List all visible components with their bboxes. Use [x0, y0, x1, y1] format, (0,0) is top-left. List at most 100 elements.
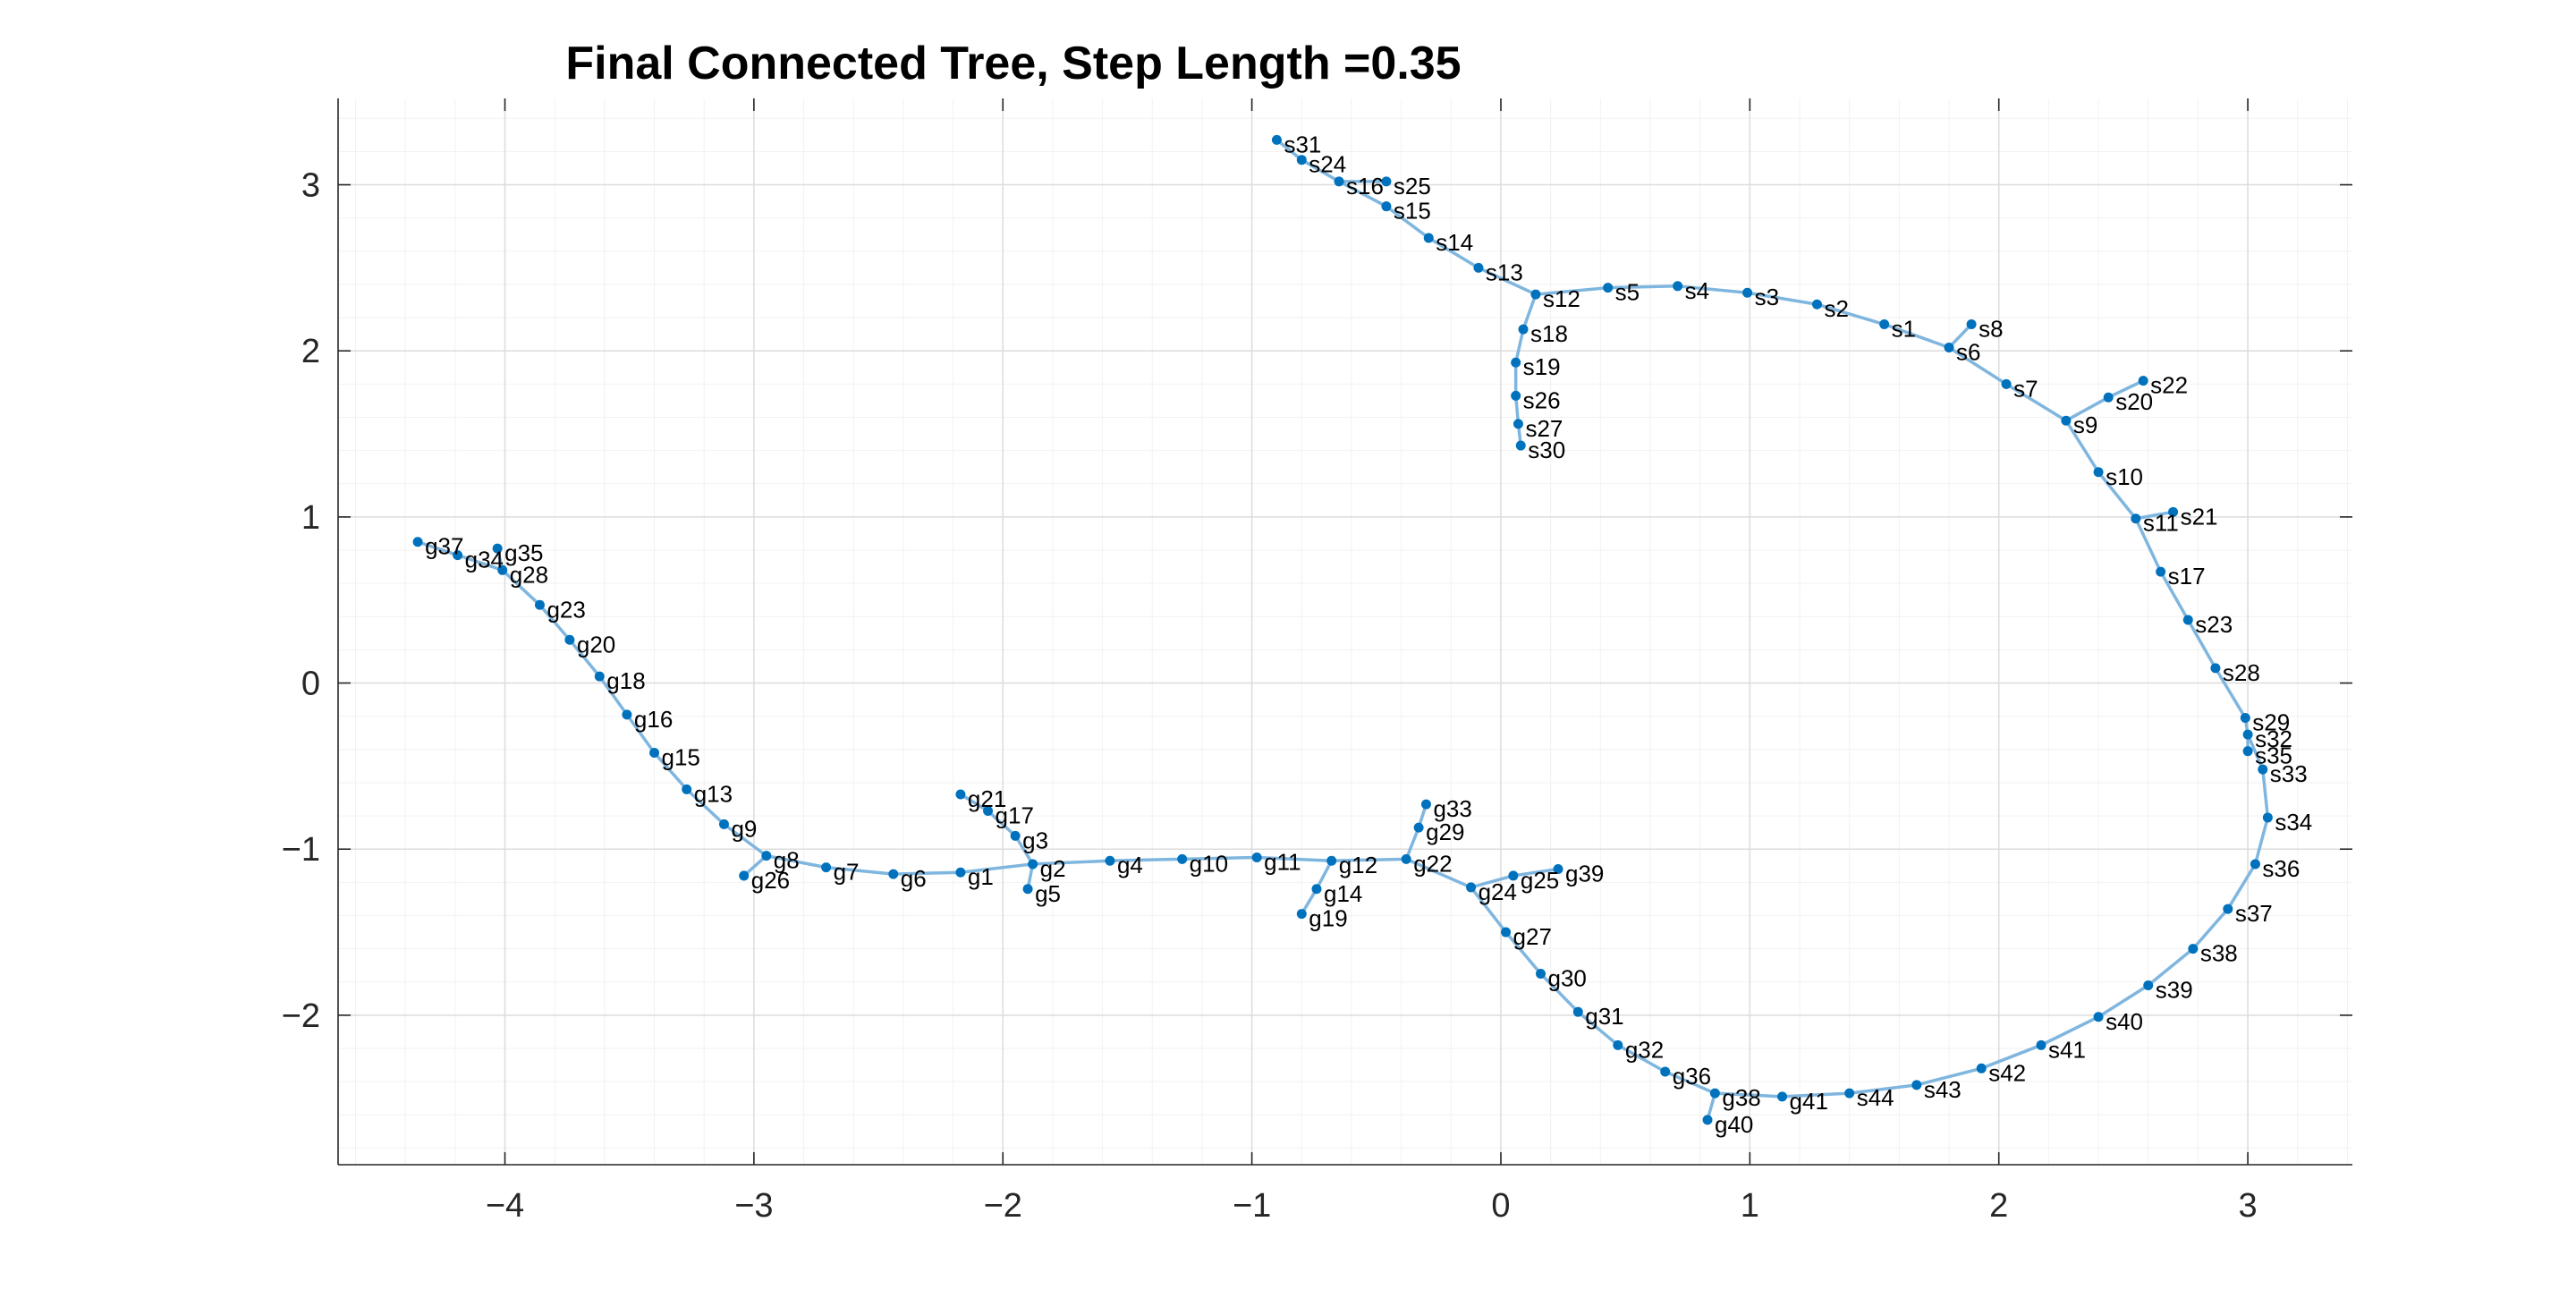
- node-label-g10: g10: [1190, 850, 1228, 877]
- node-label-g41: g41: [1790, 1088, 1828, 1115]
- node-label-g40: g40: [1715, 1111, 1753, 1138]
- tree-edge-s28-s29: [2214, 666, 2248, 720]
- node-label-s8: s8: [1979, 316, 2003, 343]
- node-label-g7: g7: [834, 859, 860, 886]
- node-label-s39: s39: [2156, 976, 2193, 1003]
- node-point-s27: [1513, 419, 1523, 429]
- tree-edge-s41-s42: [1979, 1043, 2043, 1071]
- node-point-g20: [564, 634, 575, 645]
- tree-edge-g12-g11: [1255, 855, 1334, 862]
- tree-edge-g8-g9: [722, 822, 768, 858]
- tree-edge-s43-s44: [1847, 1083, 1919, 1095]
- node-label-g20: g20: [577, 631, 615, 657]
- tree-edge-s4-s3: [1675, 284, 1750, 294]
- node-label-s20: s20: [2115, 388, 2153, 415]
- node-label-s9: s9: [2073, 411, 2097, 438]
- tree-edge-g4-g2: [1030, 859, 1112, 866]
- node-label-g12: g12: [1339, 852, 1377, 878]
- node-label-g37: g37: [425, 533, 463, 560]
- tree-edge-s14-s13: [1427, 236, 1480, 270]
- node-point-g4: [1105, 855, 1115, 866]
- node-label-s1: s1: [1892, 316, 1916, 343]
- node-point-s29: [2240, 713, 2250, 724]
- tree-edge-s12-s18: [1521, 293, 1538, 331]
- tree-edge-g34-g37: [416, 539, 460, 557]
- node-point-g35: [492, 543, 503, 554]
- node-label-g29: g29: [1426, 819, 1464, 845]
- node-label-g2: g2: [1040, 855, 1066, 882]
- tree-edge-s7-s9: [2004, 382, 2068, 422]
- node-label-s6: s6: [1956, 339, 1980, 366]
- node-point-s11: [2131, 513, 2141, 524]
- tree-edge-s6-s8: [1947, 322, 1973, 350]
- node-label-g16: g16: [634, 706, 673, 733]
- tree-edge-s9-s10: [2064, 419, 2100, 474]
- node-point-g26: [739, 870, 750, 881]
- node-point-g6: [888, 869, 899, 879]
- node-point-s2: [1812, 299, 1823, 310]
- node-point-g39: [1553, 864, 1563, 875]
- node-label-g14: g14: [1324, 880, 1362, 907]
- tree-edge-s37-s38: [2191, 907, 2230, 951]
- node-point-g29: [1413, 822, 1424, 833]
- node-point-g2: [1028, 859, 1038, 870]
- node-label-s4: s4: [1685, 277, 1709, 304]
- node-label-s30: s30: [1528, 437, 1565, 463]
- tree-edge-g13-g15: [652, 751, 689, 792]
- node-label-s26: s26: [1523, 386, 1561, 413]
- node-label-g15: g15: [662, 744, 700, 771]
- tree-edge-s10-s11: [2097, 471, 2138, 521]
- tree-edge-s39-s40: [2097, 983, 2150, 1019]
- node-label-g9: g9: [731, 815, 757, 842]
- tree-edge-g24-g22: [1404, 857, 1473, 889]
- x-tick-label: −3: [734, 1187, 773, 1225]
- node-label-s31: s31: [1284, 131, 1321, 157]
- node-point-s9: [2061, 415, 2072, 426]
- tree-edge-g2-g3: [1013, 834, 1035, 866]
- tree-edge-s11-s21: [2134, 510, 2175, 521]
- tree-edge-g25-g39: [1512, 867, 1560, 878]
- tree-edge-s9-s20: [2064, 395, 2110, 422]
- node-point-s20: [2103, 392, 2114, 403]
- node-label-s36: s36: [2262, 855, 2300, 882]
- node-point-s26: [1511, 390, 1521, 401]
- node-point-s42: [1976, 1063, 1987, 1073]
- node-label-s3: s3: [1755, 284, 1779, 310]
- node-point-g13: [682, 784, 692, 794]
- node-point-g41: [1777, 1091, 1788, 1102]
- x-tick-label: −4: [486, 1187, 524, 1225]
- tree-edge-g10-g4: [1108, 857, 1184, 862]
- node-point-g19: [1296, 909, 1307, 920]
- node-label-g4: g4: [1117, 852, 1143, 878]
- tree-edge-s16-s15: [1337, 180, 1388, 208]
- node-label-g6: g6: [901, 865, 927, 892]
- tree-edge-s18-s19: [1513, 327, 1525, 364]
- tree-edge-s34-s36: [2253, 816, 2270, 866]
- node-label-g21: g21: [968, 785, 1006, 812]
- tree-edge-s3-s2: [1745, 291, 1819, 306]
- node-point-s19: [1511, 357, 1521, 368]
- node-label-s7: s7: [2013, 375, 2038, 402]
- node-point-s6: [1944, 343, 1954, 353]
- axes: −4 −3 −2 −1 0 1 2 3 −2 −1 0 1 2 3: [282, 98, 2352, 1225]
- node-point-s31: [1271, 134, 1282, 145]
- tree-edge-s12-s5: [1534, 285, 1610, 296]
- tree-edge-s6-s7: [1947, 345, 2008, 386]
- node-point-s10: [2093, 467, 2104, 478]
- node-label-s2: s2: [1825, 295, 1849, 322]
- node-point-s18: [1518, 324, 1529, 335]
- tree-edge-s44-g41: [1780, 1091, 1852, 1099]
- grid: [338, 98, 2352, 1165]
- tree-edge-s17-s23: [2158, 570, 2190, 622]
- node-label-g3: g3: [1022, 827, 1048, 853]
- node-point-s35: [2242, 746, 2253, 757]
- node-point-g17: [983, 806, 994, 817]
- node-label-g39: g39: [1565, 861, 1604, 887]
- tree-edge-g23-g28: [500, 568, 542, 607]
- node-label-s14: s14: [1436, 229, 1473, 256]
- node-point-s23: [2182, 615, 2193, 625]
- node-point-s38: [2188, 944, 2199, 954]
- tree-edge-g6-g7: [824, 865, 895, 876]
- node-point-g32: [1613, 1039, 1623, 1050]
